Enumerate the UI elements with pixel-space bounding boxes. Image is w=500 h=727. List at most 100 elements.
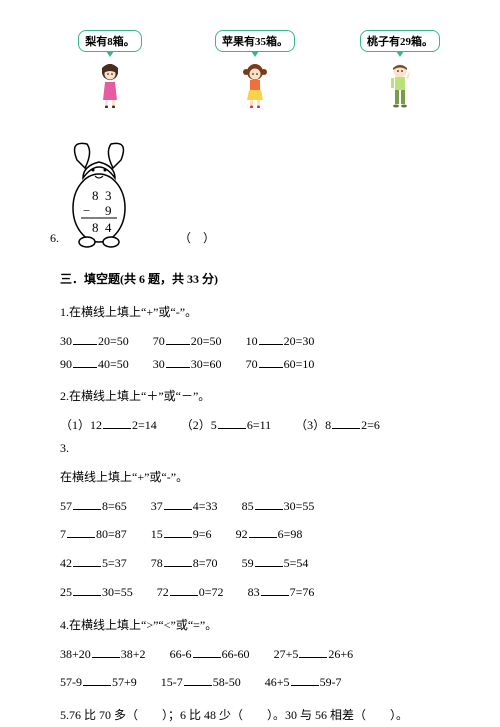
blank[interactable] [184, 676, 212, 687]
blank[interactable] [166, 334, 190, 345]
c: 92 [236, 527, 248, 541]
q1r1b1: 70 [153, 334, 165, 348]
dog-arithmetic-block: 6. 8 3 − 9 8 4 （ ） [60, 138, 450, 248]
c: 4=33 [193, 499, 218, 513]
blank[interactable] [218, 418, 246, 429]
bubble-apple-unit: 苹果有35箱。 [205, 30, 305, 108]
q4-stem: 4.在横线上填上“>”“<”或“=”。 [60, 614, 450, 637]
blank[interactable] [83, 676, 111, 687]
c: 6=98 [278, 527, 303, 541]
q3-row1: 578=65 374=33 8530=55 [60, 495, 450, 518]
bubble-apple: 苹果有35箱。 [215, 30, 295, 52]
blank[interactable] [92, 647, 120, 658]
blank[interactable] [259, 334, 283, 345]
blank[interactable] [261, 585, 289, 596]
c: 72 [157, 585, 169, 599]
c: 5=54 [284, 556, 309, 570]
q2-row: （1）122=14 （2）56=11 （3）82=6 [60, 414, 450, 437]
blank[interactable] [332, 418, 360, 429]
c: 57+9 [112, 675, 137, 689]
blank[interactable] [164, 528, 192, 539]
q1r2a2: 40=50 [98, 357, 129, 371]
blank[interactable] [166, 357, 190, 368]
c: 46+5 [265, 675, 290, 689]
c: 8=70 [193, 556, 218, 570]
blank[interactable] [164, 556, 192, 567]
c: 15-7 [161, 675, 183, 689]
blank[interactable] [73, 357, 97, 368]
blank[interactable] [73, 499, 101, 510]
q3-num: 3. [60, 437, 450, 460]
bubble-row: 梨有8箱。 苹果有35箱。 [60, 30, 450, 108]
blank[interactable] [73, 334, 97, 345]
q1r1c2: 20=30 [284, 334, 315, 348]
c: 66-6 [170, 647, 192, 661]
q6-number: 6. [50, 231, 59, 246]
q2a1: （1）12 [60, 418, 102, 432]
c: 80=87 [96, 527, 127, 541]
blank[interactable] [259, 357, 283, 368]
q3-row3: 425=37 788=70 595=54 [60, 552, 450, 575]
svg-text:−: − [83, 203, 90, 218]
c: 59 [242, 556, 254, 570]
c: 8=65 [102, 499, 127, 513]
bubble-pear-unit: 梨有8箱。 [60, 30, 160, 108]
c: 38+2 [121, 647, 146, 661]
q2a2: 2=14 [132, 418, 157, 432]
blank[interactable] [73, 556, 101, 567]
c: 38+20 [60, 647, 91, 661]
blank[interactable] [103, 418, 131, 429]
c: 15 [151, 527, 163, 541]
q2b1: （2）5 [181, 418, 217, 432]
q1r1c1: 10 [246, 334, 258, 348]
q1r1a1: 30 [60, 334, 72, 348]
c: 25 [60, 585, 72, 599]
blank[interactable] [249, 528, 277, 539]
blank[interactable] [255, 499, 283, 510]
blank[interactable] [170, 585, 198, 596]
kid-girl2 [240, 60, 270, 108]
c: 83 [248, 585, 260, 599]
bubble-peach: 桃子有29箱。 [360, 30, 440, 52]
q1r2c1: 70 [246, 357, 258, 371]
blank[interactable] [299, 647, 327, 658]
c: 85 [242, 499, 254, 513]
bubble-pear: 梨有8箱。 [78, 30, 142, 52]
q1-row1: 30 20=50 70 20=50 10 20=30 [60, 330, 450, 353]
blank[interactable] [291, 676, 319, 687]
c: 59-7 [320, 675, 342, 689]
svg-text:8: 8 [92, 220, 99, 235]
c: 5=37 [102, 556, 127, 570]
c: 7=76 [290, 585, 315, 599]
q6-paren: （ ） [179, 229, 215, 246]
blank[interactable] [164, 499, 192, 510]
svg-text:9: 9 [105, 203, 112, 218]
q4-row1: 38+2038+2 66-666-60 27+526+6 [60, 643, 450, 666]
c: 57 [60, 499, 72, 513]
c: 66-60 [222, 647, 250, 661]
svg-text:3: 3 [105, 188, 112, 203]
c: 30=55 [284, 499, 315, 513]
section3-heading: 三．填空题(共 6 题，共 33 分) [60, 270, 450, 287]
c: 26+6 [328, 647, 353, 661]
c: 57-9 [60, 675, 82, 689]
q4-row2: 57-9 57+9 15-7 58-50 46+5 59-7 [60, 671, 450, 694]
kid-girl1 [95, 60, 125, 108]
q3-stem: 在横线上填上“+”或“-”。 [60, 466, 450, 489]
q1-row2: 9040=50 3030=60 7060=10 [60, 353, 450, 376]
c: 0=72 [199, 585, 224, 599]
blank[interactable] [193, 647, 221, 658]
q1r1a2: 20=50 [98, 334, 129, 348]
svg-text:4: 4 [105, 220, 112, 235]
q1r2b2: 30=60 [191, 357, 222, 371]
blank[interactable] [67, 528, 95, 539]
c: 58-50 [213, 675, 241, 689]
q2c1: （3）8 [295, 418, 331, 432]
blank[interactable] [73, 585, 101, 596]
c: 42 [60, 556, 72, 570]
q1r2b1: 30 [153, 357, 165, 371]
q1r1b2: 20=50 [191, 334, 222, 348]
c: 9=6 [193, 527, 212, 541]
q2-stem: 2.在横线上填上“＋”或“－”。 [60, 385, 450, 408]
blank[interactable] [255, 556, 283, 567]
